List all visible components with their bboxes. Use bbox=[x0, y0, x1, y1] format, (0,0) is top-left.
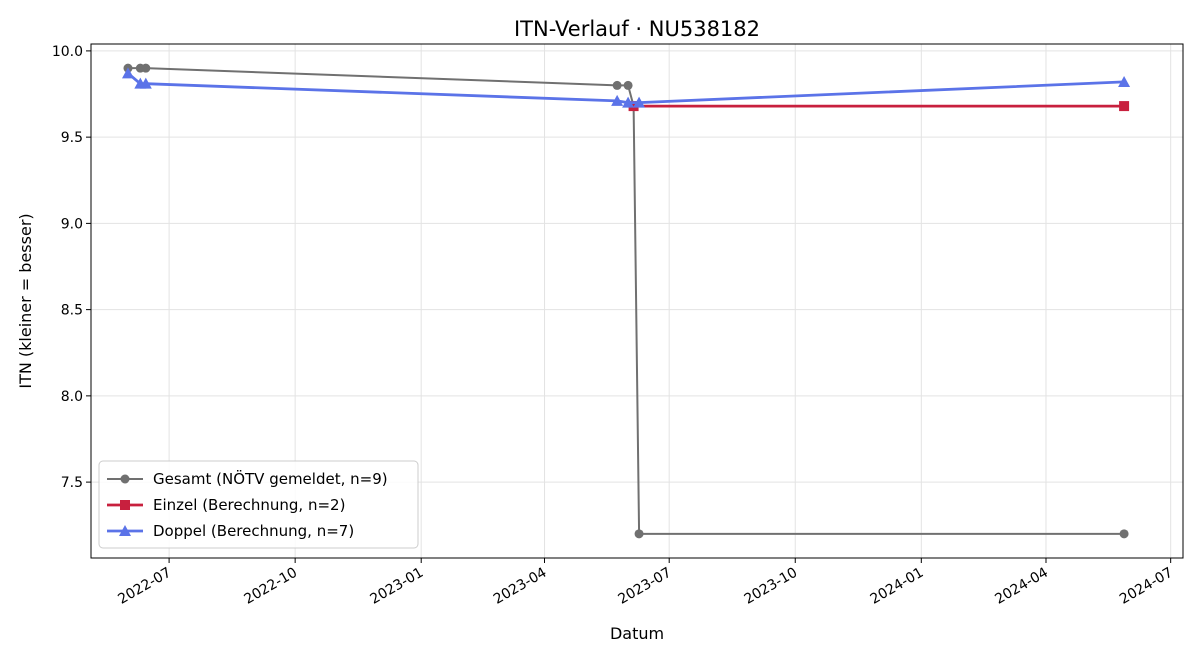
chart-title: ITN-Verlauf · NU538182 bbox=[514, 17, 760, 41]
plot-frame bbox=[90, 43, 1184, 559]
y-tick-label: 8.5 bbox=[61, 303, 83, 319]
data-point-gesamt bbox=[612, 80, 622, 90]
series-doppel bbox=[121, 67, 1131, 108]
legend-item: Einzel (Berechnung, n=2) bbox=[107, 496, 345, 514]
grid bbox=[91, 44, 1183, 558]
x-tick-label: 2023-10 bbox=[742, 565, 801, 608]
legend: Gesamt (NÖTV gemeldet, n=9) Einzel (Berec… bbox=[98, 460, 419, 549]
x-tick-label: 2024-07 bbox=[1117, 565, 1176, 608]
legend-item: Doppel (Berechnung, n=7) bbox=[107, 522, 354, 540]
y-axis-ticks: 7.5 8.0 8.5 9.0 9.5 10.0 bbox=[52, 44, 91, 491]
y-axis-label: ITN (kleiner = besser) bbox=[16, 213, 35, 388]
y-tick-label: 8.0 bbox=[61, 389, 83, 405]
x-axis-ticks: 2022-07 2022-10 2023-01 2023-04 2023-07 2023-… bbox=[115, 558, 1176, 608]
x-axis-label: Datum bbox=[610, 624, 664, 643]
legend-swatch-marker bbox=[119, 525, 131, 536]
data-point-einzel bbox=[628, 101, 639, 112]
x-tick-label: 2022-10 bbox=[241, 565, 300, 608]
data-point-doppel bbox=[121, 67, 134, 79]
x-tick-label: 2023-04 bbox=[491, 565, 550, 608]
data-point-doppel bbox=[139, 77, 152, 89]
data-point-doppel bbox=[611, 94, 624, 106]
data-point-doppel bbox=[633, 96, 646, 108]
legend-swatch-marker bbox=[120, 474, 130, 484]
legend-label: Doppel (Berechnung, n=7) bbox=[153, 522, 354, 540]
x-tick-label: 2022-07 bbox=[115, 565, 174, 608]
x-tick-label: 2023-01 bbox=[368, 565, 427, 608]
x-tick-label: 2023-07 bbox=[616, 565, 675, 608]
data-point-gesamt bbox=[623, 80, 633, 90]
data-point-gesamt bbox=[141, 63, 151, 73]
series-einzel bbox=[628, 101, 1130, 112]
x-tick-label: 2024-04 bbox=[992, 565, 1051, 608]
x-tick-label: 2024-01 bbox=[868, 565, 927, 608]
data-point-gesamt bbox=[634, 529, 644, 539]
y-tick-label: 9.0 bbox=[61, 216, 83, 232]
data-point-doppel bbox=[622, 96, 635, 108]
data-point-einzel bbox=[1119, 101, 1130, 112]
y-tick-label: 9.5 bbox=[61, 130, 83, 146]
series-layer bbox=[121, 63, 1131, 539]
data-point-gesamt bbox=[1119, 529, 1129, 539]
legend-swatch-marker bbox=[120, 500, 130, 510]
legend-label: Gesamt (NÖTV gemeldet, n=9) bbox=[153, 469, 388, 488]
legend-item: Gesamt (NÖTV gemeldet, n=9) bbox=[107, 469, 388, 488]
legend-box bbox=[98, 460, 419, 549]
legend-label: Einzel (Berechnung, n=2) bbox=[153, 496, 345, 514]
y-tick-label: 7.5 bbox=[61, 475, 83, 491]
y-tick-label: 10.0 bbox=[52, 44, 83, 60]
data-point-doppel bbox=[1118, 75, 1131, 87]
